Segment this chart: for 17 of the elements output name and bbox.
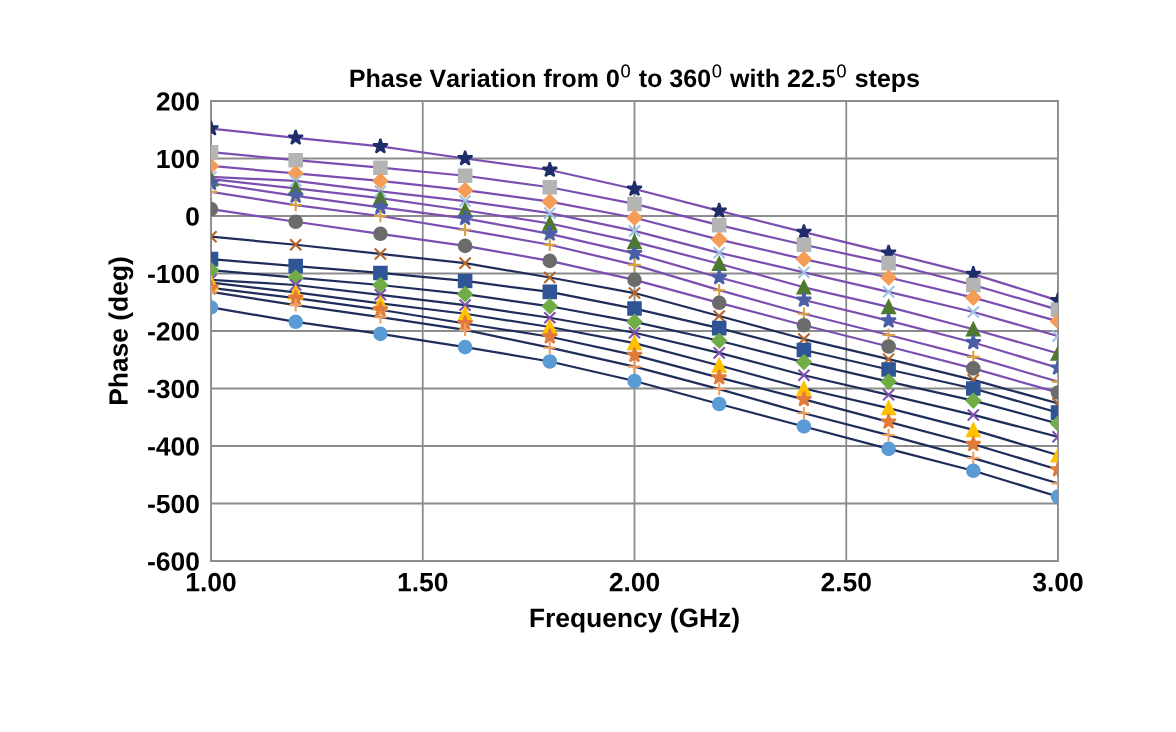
x-tick-label: 1.00 [186,572,236,592]
y-tick-label: 100 [157,149,199,169]
y-tick-label: 0 [186,207,199,226]
y-tick-label: -600 [148,552,199,571]
x-tick-label: 2.00 [609,572,660,592]
x-tick-label: 1.50 [398,572,448,592]
y-axis-title: Phase (deg) [108,257,134,405]
y-tick-label: -200 [148,322,199,341]
y-tick-label: 200 [156,92,199,111]
y-tick-label: -300 [148,379,199,399]
y-tick-label: -400 [148,437,199,456]
y-tick-label: -100 [148,264,199,284]
x-tick-label: 2.50 [821,572,871,592]
chart-title: Phase Variation from 0$^{0}$ to 360$^{0}$ with 22.5$^{0}$ steps [350,64,919,93]
x-tick-label: 3.00 [1032,572,1083,592]
y-tick-label: -500 [148,494,199,514]
x-axis-title: Frequency (GHz) [530,607,739,633]
